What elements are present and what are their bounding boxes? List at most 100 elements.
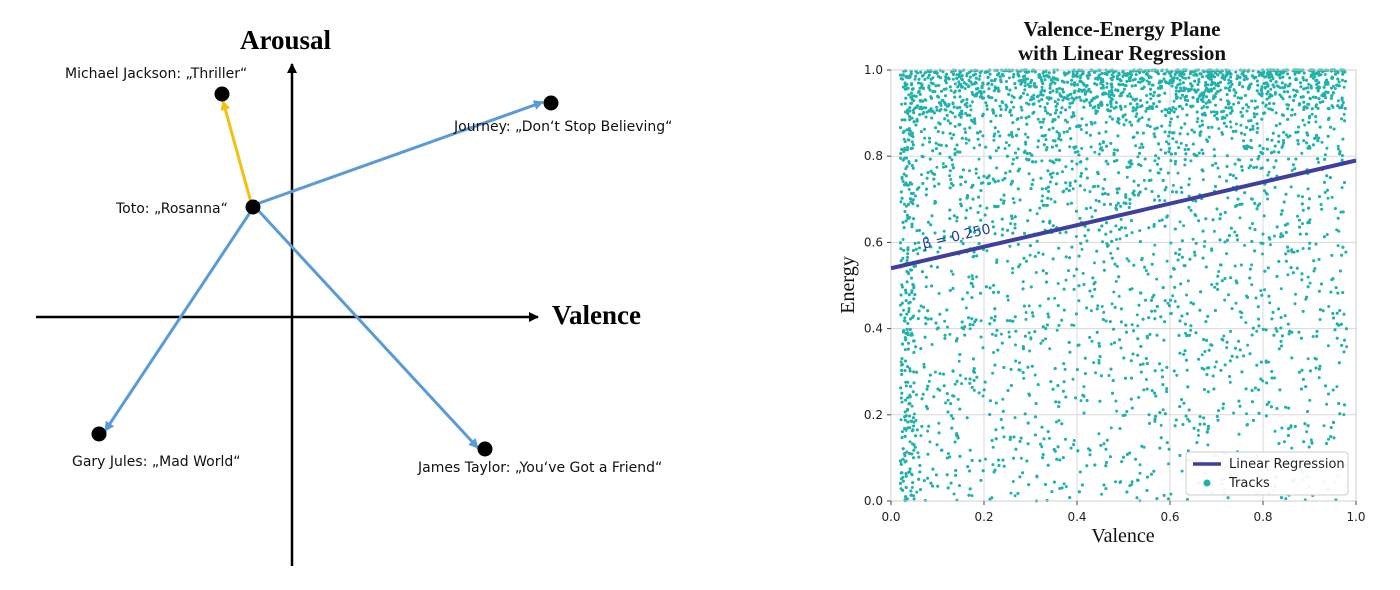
chart-title-line-2: with Linear Regression	[1018, 41, 1226, 65]
track-point	[1318, 318, 1322, 321]
track-point	[1101, 192, 1105, 196]
track-point	[965, 98, 969, 101]
track-point	[1040, 159, 1044, 163]
track-point	[1051, 120, 1055, 124]
track-point	[1227, 106, 1231, 110]
track-point	[1286, 72, 1289, 76]
track-point	[1192, 426, 1196, 430]
track-point	[1291, 163, 1295, 167]
track-point	[1209, 110, 1213, 114]
track-point	[1338, 269, 1342, 273]
track-point	[1186, 132, 1190, 136]
track-point	[1310, 441, 1314, 445]
track-point	[1196, 83, 1200, 86]
track-point	[1101, 187, 1105, 191]
track-point	[1150, 472, 1153, 476]
track-point	[1027, 483, 1031, 487]
track-point	[1345, 327, 1348, 331]
track-point	[904, 472, 908, 476]
track-point	[1165, 441, 1169, 445]
track-point	[1166, 301, 1170, 305]
track-point	[1080, 146, 1084, 150]
track-point	[1000, 217, 1004, 221]
track-point	[1261, 252, 1264, 256]
track-point	[1088, 190, 1092, 194]
track-point	[1116, 148, 1119, 152]
track-point	[899, 477, 903, 481]
point-friend	[477, 441, 493, 457]
track-point	[1252, 166, 1256, 170]
track-point	[1340, 154, 1344, 157]
track-point	[1037, 139, 1040, 143]
track-point	[1279, 69, 1282, 73]
track-point	[948, 121, 952, 125]
track-point	[933, 370, 937, 374]
track-point	[1040, 85, 1044, 89]
track-point	[968, 75, 972, 79]
track-point	[1099, 82, 1103, 85]
track-point	[1033, 373, 1037, 377]
track-point	[1267, 360, 1271, 364]
track-point	[979, 92, 983, 96]
track-point	[1090, 215, 1094, 219]
track-point	[1210, 80, 1214, 84]
track-point	[1014, 343, 1017, 347]
label-madworld: Gary Jules: „Mad World“	[72, 454, 241, 470]
track-point	[1169, 275, 1173, 279]
track-point	[1053, 296, 1057, 300]
track-point	[1310, 112, 1314, 116]
track-point	[1194, 199, 1198, 203]
track-point	[942, 384, 946, 388]
track-point	[1193, 250, 1196, 254]
track-point	[1033, 330, 1037, 334]
track-point	[1065, 187, 1068, 191]
track-point	[1266, 158, 1270, 162]
track-point	[1006, 259, 1009, 263]
track-point	[1098, 142, 1102, 146]
track-point	[1179, 74, 1183, 78]
track-point	[1012, 435, 1016, 439]
track-point	[1124, 193, 1128, 197]
track-point	[1022, 376, 1026, 380]
track-point	[914, 159, 918, 163]
x-axis-label: Valence	[552, 300, 641, 330]
track-point	[1283, 83, 1287, 87]
track-point	[1065, 130, 1069, 133]
track-point	[1061, 90, 1065, 94]
track-point	[988, 399, 992, 403]
track-point	[1213, 114, 1217, 118]
track-point	[977, 157, 981, 161]
track-point	[984, 101, 988, 105]
track-point	[1082, 283, 1086, 286]
track-point	[1301, 222, 1304, 226]
track-point	[1217, 409, 1220, 413]
track-point	[1176, 305, 1180, 309]
track-point	[1259, 289, 1263, 293]
track-point	[1032, 93, 1036, 97]
track-point	[955, 432, 959, 436]
track-point	[926, 171, 930, 175]
track-point	[1026, 93, 1029, 97]
track-point	[1341, 291, 1345, 294]
track-point	[1306, 410, 1309, 413]
valence-arousal-diagram: Arousal Valence Michael Jackson: „Thrill…	[36, 25, 672, 566]
track-point	[1145, 79, 1149, 83]
track-point	[1085, 464, 1089, 468]
track-point	[1041, 252, 1045, 256]
track-point	[1257, 154, 1261, 158]
track-point	[1012, 73, 1016, 76]
track-point	[1335, 336, 1339, 340]
track-point	[1272, 376, 1276, 380]
track-point	[910, 404, 914, 408]
track-point	[1181, 107, 1184, 111]
track-point	[1263, 189, 1266, 193]
track-point	[937, 84, 941, 87]
track-point	[1075, 125, 1079, 128]
track-point	[1230, 354, 1234, 358]
track-point	[899, 241, 902, 245]
track-point	[970, 100, 974, 104]
track-point	[1189, 301, 1193, 305]
track-point	[1228, 375, 1232, 378]
track-point	[1219, 263, 1222, 267]
track-point	[1309, 438, 1313, 442]
